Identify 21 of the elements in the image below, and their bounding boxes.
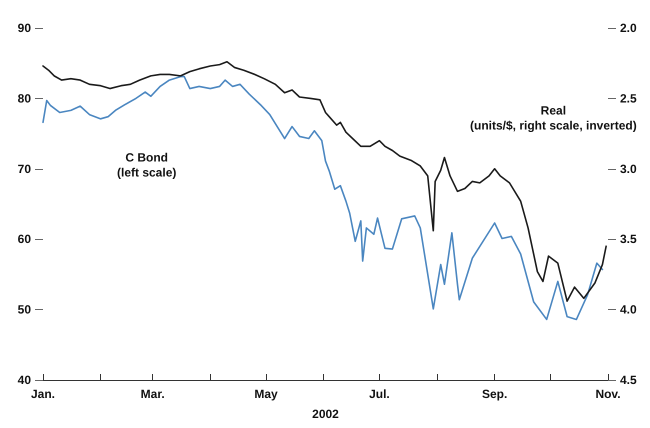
y2-tick-label: 2.0	[620, 21, 638, 35]
y-tick-label: 40	[18, 373, 32, 387]
x-tick-label: Jul.	[369, 387, 390, 401]
y-tick-label: 50	[18, 302, 32, 317]
y2-tick-label: 3.5	[620, 232, 638, 246]
y2-tick-label: 2.5	[620, 91, 638, 106]
x-tick-label: Nov.	[595, 387, 621, 401]
y-tick-label: 70	[18, 162, 32, 176]
x-tick-label: May	[254, 387, 278, 401]
x-tick-label: Jan.	[30, 387, 56, 401]
x-axis-title: 2002	[312, 407, 340, 421]
y2-tick-label: 3.0	[620, 162, 638, 176]
y-tick-label: 90	[18, 21, 32, 35]
y2-tick-label: 4.0	[620, 302, 638, 317]
y2-tick-label: 4.5	[620, 373, 638, 387]
y-tick-label: 80	[18, 91, 32, 106]
annotation: C Bond (left scale)	[117, 150, 176, 180]
x-tick-label: Sep.	[482, 387, 508, 401]
y-tick-label: 60	[18, 232, 32, 246]
x-tick-label: Mar.	[140, 387, 165, 401]
annotation: Real (units/$, right scale, inverted)	[470, 104, 637, 132]
